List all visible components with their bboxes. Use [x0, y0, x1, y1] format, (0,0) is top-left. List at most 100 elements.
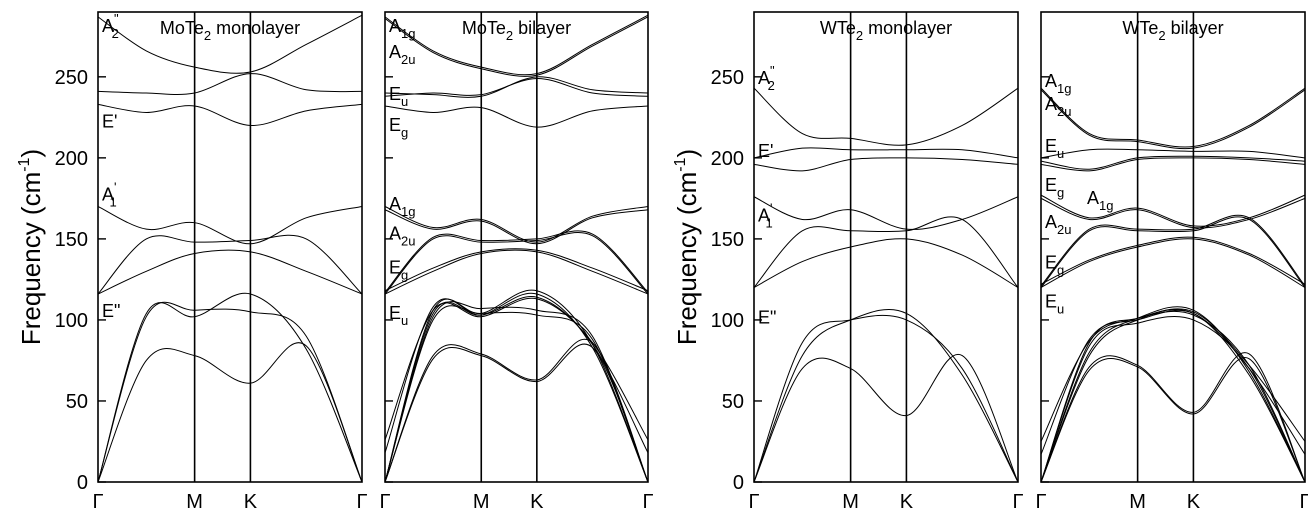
phonon-branch-10	[1040, 236, 1306, 285]
phonon-branch-9	[1040, 238, 1306, 288]
y-tick-label: 0	[77, 472, 88, 494]
mode-label: Eg	[1045, 253, 1064, 278]
x-tick-label: M	[186, 491, 203, 513]
phonon-branch-19	[1040, 89, 1306, 150]
phonon-branch-7	[753, 157, 1019, 172]
phonon-branch-15	[1040, 157, 1306, 172]
panel-title: WTe2 monolayer	[820, 18, 952, 43]
phonon-branch-5	[97, 234, 363, 295]
phonon-branch-3	[384, 301, 649, 483]
phonon-branch-5	[384, 289, 649, 483]
x-tick-label: Γ	[1035, 491, 1046, 513]
phonon-branch-9	[384, 249, 649, 295]
mode-label: A2u	[1045, 212, 1071, 237]
mode-label: E'	[102, 112, 117, 132]
mode-label: A" 2	[758, 63, 775, 93]
mode-label: A1g	[389, 194, 415, 219]
y-tick-label: 200	[55, 148, 88, 170]
y-tick-label: 200	[711, 148, 744, 170]
phonon-branch-5	[753, 216, 1019, 288]
mode-label: A2u	[389, 223, 415, 248]
mode-label: Eu	[389, 84, 408, 109]
x-tick-label: K	[244, 491, 258, 513]
x-tick-label: K	[530, 491, 544, 513]
phonon-branch-7	[97, 103, 363, 126]
panel-frame	[97, 11, 363, 483]
x-tick-label: Γ	[642, 491, 653, 513]
mode-label: E'	[758, 141, 773, 161]
x-tick-label: K	[900, 491, 914, 513]
mode-label: Eu	[1045, 291, 1064, 316]
x-tick-label: Γ	[356, 491, 367, 513]
mode-label: Eu	[1045, 136, 1064, 161]
panel-frame	[384, 11, 649, 483]
panel-frame	[753, 11, 1019, 483]
x-tick-label: Γ	[379, 491, 390, 513]
phonon-branch-2	[1040, 352, 1306, 483]
phonon-branch-7	[1040, 309, 1306, 455]
phonon-branch-18	[384, 14, 649, 76]
phonon-branch-8	[97, 73, 363, 96]
x-tick-label: K	[1187, 491, 1201, 513]
mode-label: Eu	[389, 303, 408, 328]
phonon-branch-8	[384, 297, 649, 441]
phonon-branch-14	[1040, 194, 1306, 227]
phonon-branch-16	[1040, 155, 1306, 170]
y-tick-label: 250	[55, 67, 88, 89]
phonon-branch-11	[384, 232, 649, 295]
phonon-branch-3	[1040, 315, 1306, 483]
mode-label: A1g	[1045, 71, 1071, 96]
x-tick-label: M	[473, 491, 490, 513]
phonon-branch-8	[753, 147, 1019, 159]
y-tick-label: 250	[711, 67, 744, 89]
mode-label: A2u	[389, 42, 415, 67]
panel-1: 0 50 100 150 200 250 Frequency (cm-1) Γ M K Γ MoTe2…	[16, 11, 368, 513]
phonon-branch-19	[384, 16, 649, 77]
phonon-branch-2	[384, 338, 649, 483]
phonon-branch-15	[384, 105, 649, 128]
phonon-branch-2	[753, 314, 1019, 483]
phonon-branch-13	[1040, 197, 1306, 229]
phonon-branch-6	[753, 196, 1019, 230]
y-axis-label: Frequency (cm-1)	[16, 149, 46, 345]
x-tick-label: M	[842, 491, 859, 513]
mode-label: A1g	[389, 16, 415, 41]
y-tick-label: 150	[711, 229, 744, 251]
y-tick-label: 50	[66, 391, 88, 413]
phonon-branch-12	[1040, 214, 1306, 287]
phonon-branch-3	[97, 292, 363, 483]
phonon-branch-11	[1040, 216, 1306, 288]
phonon-branch-6	[1040, 306, 1306, 483]
y-tick-label: 50	[722, 391, 744, 413]
mode-label: Eg	[389, 257, 408, 282]
phonon-branch-17	[1040, 148, 1306, 159]
mode-label: A" 2	[102, 11, 119, 41]
phonon-branch-8	[1040, 308, 1306, 442]
phonon-branch-4	[753, 238, 1019, 288]
mode-label: Eg	[389, 115, 408, 140]
mode-label: E"	[102, 301, 120, 321]
phonon-branch-3	[753, 309, 1019, 483]
mode-label: A' 1	[102, 180, 117, 210]
panel-title: MoTe2 monolayer	[160, 18, 300, 43]
y-axis-label: Frequency (cm-1)	[672, 149, 702, 345]
y-tick-label: 0	[733, 472, 744, 494]
phonon-branch-10	[384, 248, 649, 292]
x-tick-label: Γ	[1012, 491, 1023, 513]
phonon-branch-4	[384, 292, 649, 483]
y-tick-label: 100	[55, 310, 88, 332]
mode-label: A1g	[1087, 188, 1113, 213]
mode-label: E"	[758, 308, 776, 328]
phonon-branch-9	[753, 87, 1019, 146]
phonon-branch-4	[97, 249, 363, 295]
x-tick-label: M	[1129, 491, 1146, 513]
phonon-branch-14	[384, 205, 649, 243]
phonon-branch-17	[384, 77, 649, 97]
phonon-branch-1	[753, 353, 1019, 483]
x-tick-label: Γ	[748, 491, 759, 513]
x-tick-label: Γ	[92, 491, 103, 513]
y-tick-label: 150	[55, 229, 88, 251]
phonon-branch-18	[1040, 87, 1306, 148]
